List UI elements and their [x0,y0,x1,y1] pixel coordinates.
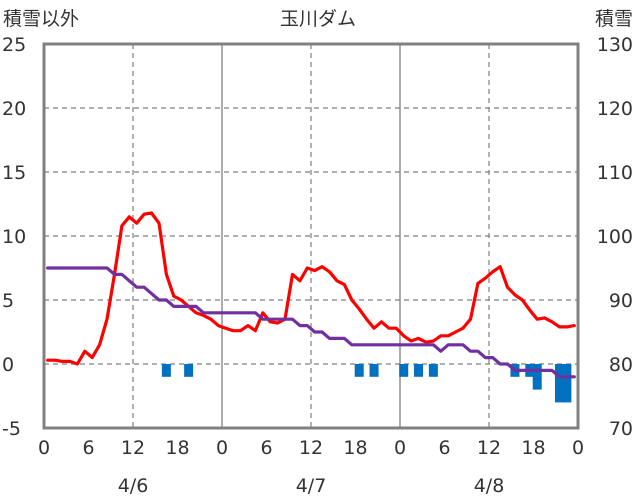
left-axis-label: 積雪以外 [3,8,79,30]
grid [44,44,578,428]
bar [184,364,194,377]
bar [161,364,171,377]
left-tick-label: 0 [2,354,14,376]
left-tick-label: 5 [2,290,14,312]
red-series-line [46,211,576,366]
bar [532,364,542,390]
snow-depth-line [46,266,576,379]
right-tick-label: 120 [597,98,633,120]
bar [369,364,379,377]
left-tick-label: 10 [2,226,26,248]
series-lines [46,211,576,379]
date-labels: 4/6 4/7 4/8 [118,475,505,497]
x-tick-label: 6 [260,437,272,459]
bar [354,364,364,377]
bar [562,364,572,403]
right-tick-label: 130 [597,34,633,56]
x-tick-label: 0 [38,437,50,459]
bar [554,364,564,403]
date-label: 4/6 [118,475,149,497]
left-tick-labels: 25 20 15 10 5 0 -5 [2,34,26,440]
x-tick-label: 6 [82,437,94,459]
x-tick-label: 18 [521,437,545,459]
x-tick-label: 18 [165,437,189,459]
left-tick-label: 25 [2,34,26,56]
right-tick-label: 90 [609,290,633,312]
right-tick-label: 70 [609,418,633,440]
x-tick-label: 12 [121,437,145,459]
x-tick-label: 0 [394,437,406,459]
right-axis-label: 積雪 [595,8,633,30]
x-tick-label: 18 [343,437,367,459]
plot-frame [42,42,580,430]
x-tick-label: 12 [299,437,323,459]
date-label: 4/8 [474,475,505,497]
left-tick-label: 15 [2,162,26,184]
right-tick-label: 80 [609,354,633,376]
bar [414,364,424,377]
x-tick-label: 0 [572,437,584,459]
precipitation-bars [161,364,572,403]
x-tick-label: 6 [438,437,450,459]
right-tick-labels: 130 120 110 100 90 80 70 [597,34,633,440]
right-tick-label: 100 [597,226,633,248]
x-tick-labels: 0 6 12 18 0 6 12 18 0 6 12 18 0 [38,437,584,459]
bar [428,364,438,377]
left-tick-label: 20 [2,98,26,120]
chart-title: 玉川ダム [280,8,356,30]
x-tick-label: 12 [477,437,501,459]
bar [399,364,409,377]
x-tick-label: 0 [216,437,228,459]
date-label: 4/7 [296,475,327,497]
left-tick-label: -5 [2,418,21,440]
right-tick-label: 110 [597,162,633,184]
